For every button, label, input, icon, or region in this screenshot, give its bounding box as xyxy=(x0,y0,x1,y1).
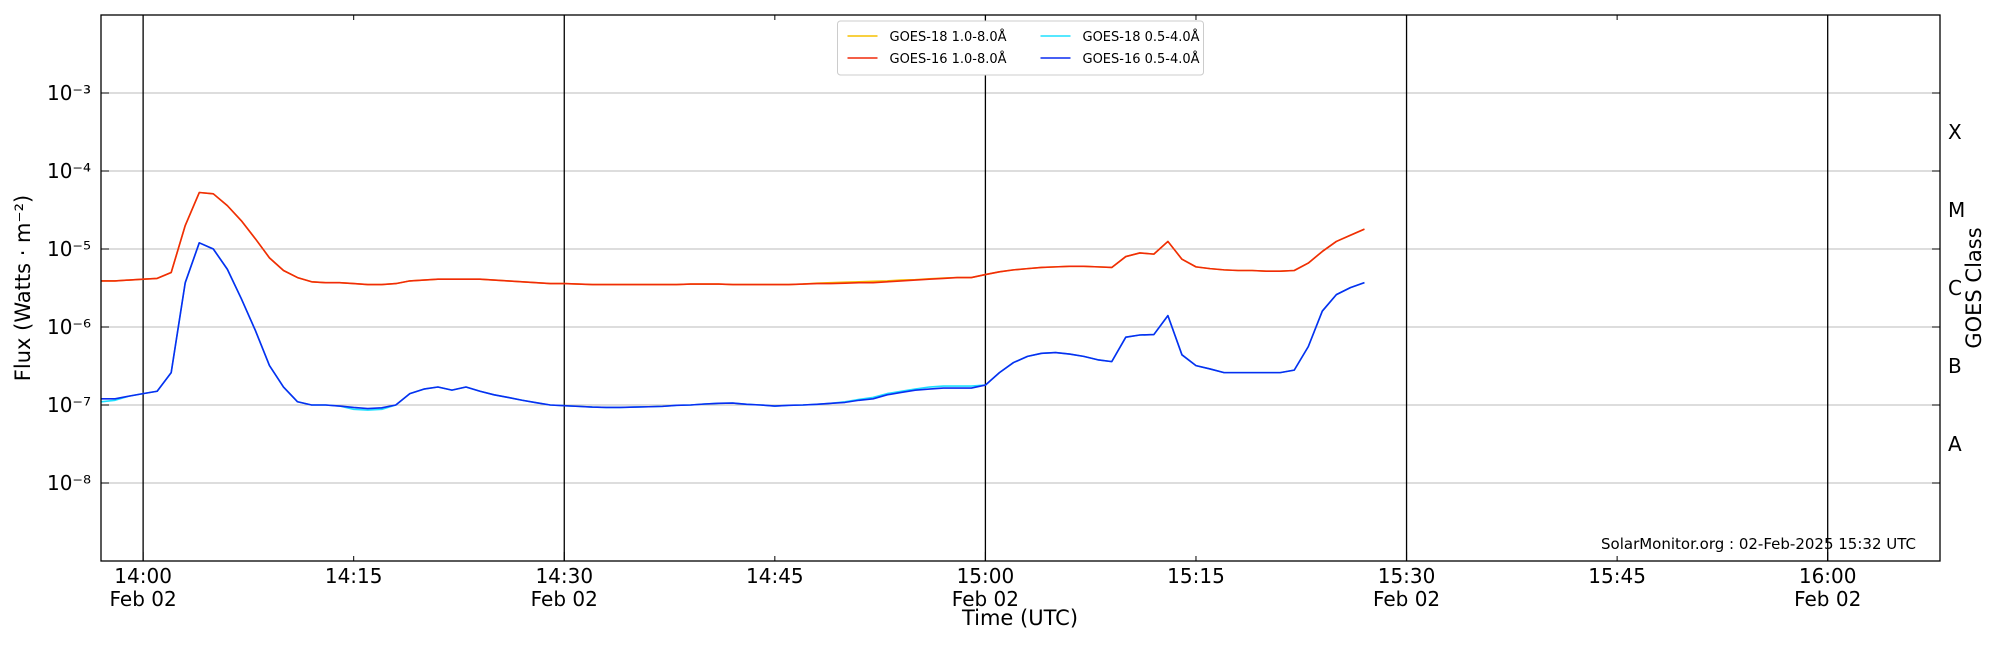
series-line xyxy=(101,191,1365,286)
y-tick-label: 10⁻⁷ xyxy=(47,393,91,417)
y2-tick-label: X xyxy=(1948,120,1962,144)
y-tick-label: 10⁻⁶ xyxy=(47,315,91,339)
x-tick-label: 16:00 Feb 02 xyxy=(1794,564,1861,611)
y2-tick-label: M xyxy=(1948,198,1965,222)
legend-label: GOES-18 0.5-4.0Å xyxy=(1083,29,1200,45)
y-tick-label: 10⁻⁵ xyxy=(47,237,91,261)
x-tick-label: 14:15 xyxy=(325,564,383,588)
series-line xyxy=(101,242,1365,410)
x-tick-label: 14:00 Feb 02 xyxy=(110,564,177,611)
plot-frame xyxy=(100,14,1941,562)
x-tick-label: 14:30 Feb 02 xyxy=(531,564,598,611)
annotation: SolarMonitor.org : 02-Feb-2025 15:32 UTC xyxy=(1601,535,1916,553)
x-tick-label: 15:00 Feb 02 xyxy=(952,564,1019,611)
y-axis-label: Flux (Watts · m⁻²) xyxy=(11,195,35,381)
legend-label: GOES-18 1.0-8.0Å xyxy=(890,29,1007,45)
x-tick-label: 15:15 xyxy=(1167,564,1225,588)
legend-box xyxy=(837,20,1204,76)
x-tick-label: 14:45 xyxy=(746,564,804,588)
y2-tick-label: B xyxy=(1948,354,1962,378)
y2-tick-label: C xyxy=(1948,276,1962,300)
x-axis-label: Time (UTC) xyxy=(961,606,1078,630)
y-tick-label: 10⁻⁸ xyxy=(47,471,91,495)
series-line xyxy=(100,242,1365,411)
x-tick-label: 15:45 xyxy=(1588,564,1646,588)
series-line xyxy=(101,191,1365,286)
legend-label: GOES-16 1.0-8.0Å xyxy=(890,51,1007,67)
y2-axis-label: GOES Class xyxy=(1962,227,1986,348)
x-tick-label: 15:30 Feb 02 xyxy=(1373,564,1440,611)
y-tick-label: 10⁻⁴ xyxy=(47,159,91,183)
y2-tick-label: A xyxy=(1948,432,1962,456)
legend-label: GOES-16 0.5-4.0Å xyxy=(1083,51,1200,67)
y-tick-label: 10⁻³ xyxy=(47,81,91,105)
